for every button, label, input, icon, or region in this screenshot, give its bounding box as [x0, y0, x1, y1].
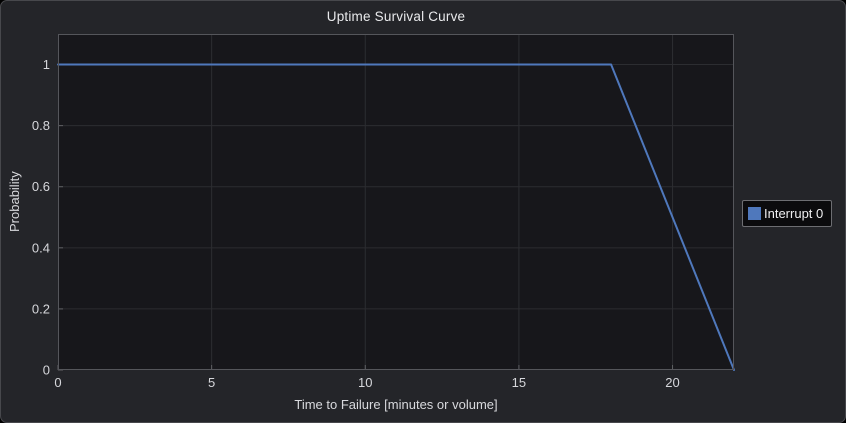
x-axis-label: Time to Failure [minutes or volume]: [294, 397, 498, 412]
y-tick-label: 0.2: [32, 301, 50, 316]
y-axis-label: Probability: [7, 171, 22, 233]
axes-border: [58, 34, 734, 370]
y-tick-label: 0.6: [32, 179, 50, 194]
plot-background: [58, 34, 734, 370]
y-tick-label: 0: [43, 363, 50, 378]
y-tick-label: 1: [43, 57, 50, 72]
x-tick-label: 0: [54, 375, 61, 390]
x-tick-label: 20: [665, 375, 679, 390]
series-line: [57, 63, 735, 371]
legend: Interrupt 0: [742, 200, 833, 227]
x-tick-label: 5: [208, 375, 215, 390]
legend-item-interrupt-0[interactable]: Interrupt 0: [742, 200, 833, 227]
x-tick-label: 15: [512, 375, 526, 390]
x-tick-label: 10: [358, 375, 372, 390]
y-tick-label: 0.8: [32, 118, 50, 133]
legend-label: Interrupt 0: [764, 206, 824, 221]
legend-swatch-icon: [748, 207, 761, 220]
chart-title: Uptime Survival Curve: [326, 9, 466, 24]
y-tick-label: 0.4: [32, 240, 50, 255]
